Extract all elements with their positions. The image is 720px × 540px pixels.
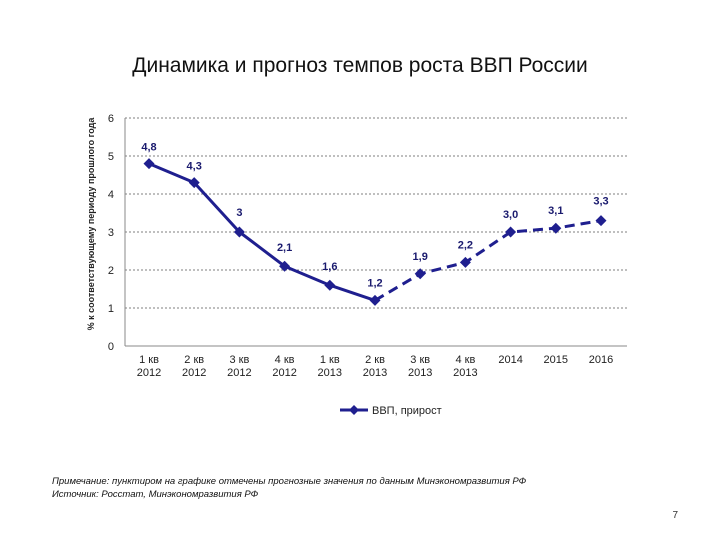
x-tick-label: 2 кв: [365, 354, 385, 366]
data-point-marker: [324, 279, 336, 291]
data-label: 3: [236, 207, 242, 219]
data-label: 3,3: [593, 196, 608, 208]
series-line-forecast: [374, 219, 602, 302]
data-label: 4,8: [141, 142, 156, 154]
x-tick-label-year: 2012: [227, 367, 251, 379]
x-tick-label: 2014: [498, 354, 522, 366]
data-label: 1,2: [367, 277, 382, 289]
x-tick-label: 1 кв: [320, 354, 340, 366]
data-label: 2,1: [277, 242, 292, 254]
y-tick-label: 6: [108, 113, 114, 125]
x-tick-label-year: 2012: [272, 367, 296, 379]
y-tick-label: 5: [108, 151, 114, 163]
note-forecast: Примечание: пунктиром на графике отмечен…: [52, 476, 527, 487]
data-point-marker: [459, 256, 471, 268]
footnotes: Примечание: пунктиром на графике отмечен…: [52, 475, 526, 501]
legend-marker: [349, 405, 359, 415]
data-point-marker: [143, 158, 155, 170]
x-tick-label: 1 кв: [139, 354, 159, 366]
legend-label: ВВП, прирост: [372, 405, 442, 417]
x-tick-label-year: 2013: [453, 367, 477, 379]
x-tick-label: 4 кв: [275, 354, 295, 366]
data-point-marker: [279, 260, 291, 272]
data-label: 2,2: [458, 239, 473, 251]
data-point-marker: [505, 226, 517, 238]
data-label: 4,3: [187, 161, 202, 173]
x-tick-label-year: 2013: [408, 367, 432, 379]
y-tick-label: 1: [108, 303, 114, 315]
x-tick-label-year: 2013: [363, 367, 387, 379]
x-tick-label-year: 2013: [318, 367, 342, 379]
data-label: 3,0: [503, 209, 518, 221]
y-tick-label: 0: [108, 341, 114, 353]
data-point-marker: [188, 177, 200, 189]
x-tick-label-year: 2012: [182, 367, 206, 379]
x-tick-label: 3 кв: [229, 354, 249, 366]
data-label: 3,1: [548, 205, 563, 217]
x-tick-label: 2016: [589, 354, 613, 366]
x-tick-label-year: 2012: [137, 367, 161, 379]
y-tick-label: 2: [108, 265, 114, 277]
x-tick-label: 3 кв: [410, 354, 430, 366]
data-label: 1,9: [413, 251, 428, 263]
data-label: 1,6: [322, 261, 337, 273]
data-point-marker: [550, 222, 562, 234]
x-tick-label: 2 кв: [184, 354, 204, 366]
page-number: 7: [672, 510, 678, 521]
data-point-marker: [414, 268, 426, 280]
series-line-actual: [148, 162, 376, 302]
data-point-marker: [595, 215, 607, 227]
page-title: Динамика и прогноз темпов роста ВВП Росс…: [132, 54, 588, 77]
data-point-marker: [369, 294, 381, 306]
y-tick-label: 3: [108, 227, 114, 239]
note-source: Источник: Росстат, Минэкономразвития РФ: [52, 489, 259, 500]
data-point-marker: [233, 226, 245, 238]
x-tick-label: 2015: [544, 354, 568, 366]
y-tick-label: 4: [108, 189, 114, 201]
x-tick-label: 4 кв: [455, 354, 475, 366]
